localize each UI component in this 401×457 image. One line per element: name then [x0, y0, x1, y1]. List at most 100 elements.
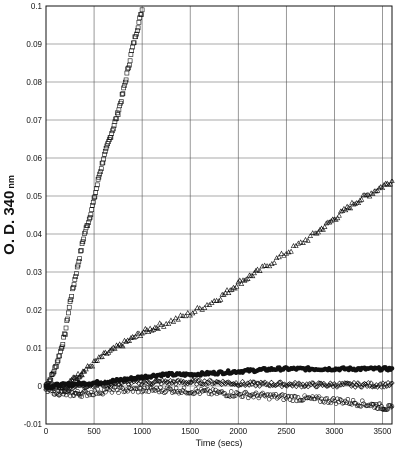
data-point — [157, 320, 163, 326]
data-point — [356, 402, 361, 408]
data-point — [283, 382, 289, 389]
data-point — [248, 393, 254, 399]
data-point — [185, 309, 191, 315]
data-point — [244, 391, 250, 397]
data-point — [49, 372, 54, 378]
data-point — [156, 389, 162, 395]
data-point — [47, 377, 53, 382]
data-point — [118, 100, 123, 106]
data-point — [280, 392, 285, 397]
data-point — [177, 389, 183, 394]
data-point — [260, 380, 267, 386]
data-point — [92, 358, 99, 363]
data-point — [314, 384, 320, 390]
x-tick-labels: 0 500 1000 1500 2000 2500 3000 3500 — [44, 427, 392, 436]
data-point — [304, 381, 310, 387]
data-point — [388, 404, 394, 410]
data-point — [128, 52, 134, 57]
data-point — [320, 399, 326, 404]
x-tick-label: 3500 — [373, 427, 391, 436]
data-point — [86, 382, 92, 389]
data-point — [254, 266, 261, 272]
data-point — [163, 379, 170, 386]
data-point — [74, 391, 79, 396]
data-point — [238, 392, 243, 397]
data-point — [242, 382, 248, 389]
data-point — [148, 381, 154, 387]
data-point — [95, 382, 102, 388]
data-point — [316, 394, 322, 399]
y-axis-label-main: O. D. 340 — [1, 191, 18, 255]
data-point — [350, 382, 356, 388]
data-point — [155, 387, 161, 392]
data-point — [360, 381, 366, 388]
data-point — [376, 382, 382, 389]
data-point — [94, 357, 100, 363]
data-point — [188, 379, 195, 385]
data-point — [332, 398, 337, 404]
x-tick-label: 0 — [44, 427, 49, 436]
data-point — [323, 383, 330, 389]
series-triangle-open — [43, 177, 395, 391]
data-point — [89, 363, 96, 369]
data-point — [236, 392, 242, 397]
data-points — [43, 7, 395, 412]
data-point — [168, 317, 174, 323]
data-point — [279, 383, 285, 390]
data-point — [86, 220, 91, 225]
x-tick-label: 3000 — [325, 427, 343, 436]
data-point — [311, 396, 317, 402]
data-point — [123, 77, 129, 83]
data-point — [357, 384, 364, 390]
data-point — [110, 126, 116, 132]
data-point — [115, 112, 121, 117]
data-point — [145, 385, 150, 390]
data-point — [63, 325, 69, 331]
data-point — [87, 383, 94, 389]
data-point — [243, 381, 250, 387]
data-point — [62, 332, 68, 337]
data-point — [379, 184, 386, 190]
data-point — [214, 391, 220, 397]
y-tick-label: 0.1 — [31, 2, 43, 11]
data-point — [75, 370, 81, 376]
data-point — [225, 290, 232, 296]
data-point — [353, 382, 360, 388]
data-point — [200, 389, 205, 394]
data-point — [285, 381, 292, 388]
data-point — [120, 343, 126, 349]
data-point — [314, 230, 320, 236]
data-point — [329, 397, 335, 402]
data-point — [203, 381, 209, 387]
data-point — [276, 254, 282, 260]
data-point — [133, 34, 139, 39]
data-point — [384, 383, 390, 389]
data-point — [239, 379, 246, 385]
data-point — [205, 387, 210, 392]
data-point — [257, 383, 263, 389]
data-point — [118, 385, 124, 390]
x-tick-label: 1000 — [133, 427, 151, 436]
data-point — [198, 381, 204, 387]
data-point — [173, 315, 179, 321]
y-tick-label: 0.07 — [26, 116, 42, 125]
data-point — [238, 280, 245, 286]
data-point — [132, 333, 139, 339]
data-point — [288, 248, 294, 254]
data-point — [169, 380, 175, 386]
data-point — [89, 207, 94, 213]
data-point — [346, 380, 352, 387]
data-point — [61, 334, 66, 340]
data-point — [99, 382, 105, 389]
x-axis-label: Time (secs) — [196, 438, 243, 448]
data-point — [237, 277, 243, 283]
data-point — [137, 333, 144, 339]
data-point — [349, 402, 355, 407]
x-tick-label: 1500 — [181, 427, 199, 436]
data-point — [257, 268, 263, 273]
data-point — [76, 258, 82, 264]
data-point — [314, 394, 319, 399]
data-point — [83, 366, 89, 372]
data-point — [101, 156, 106, 162]
data-point — [302, 236, 309, 242]
